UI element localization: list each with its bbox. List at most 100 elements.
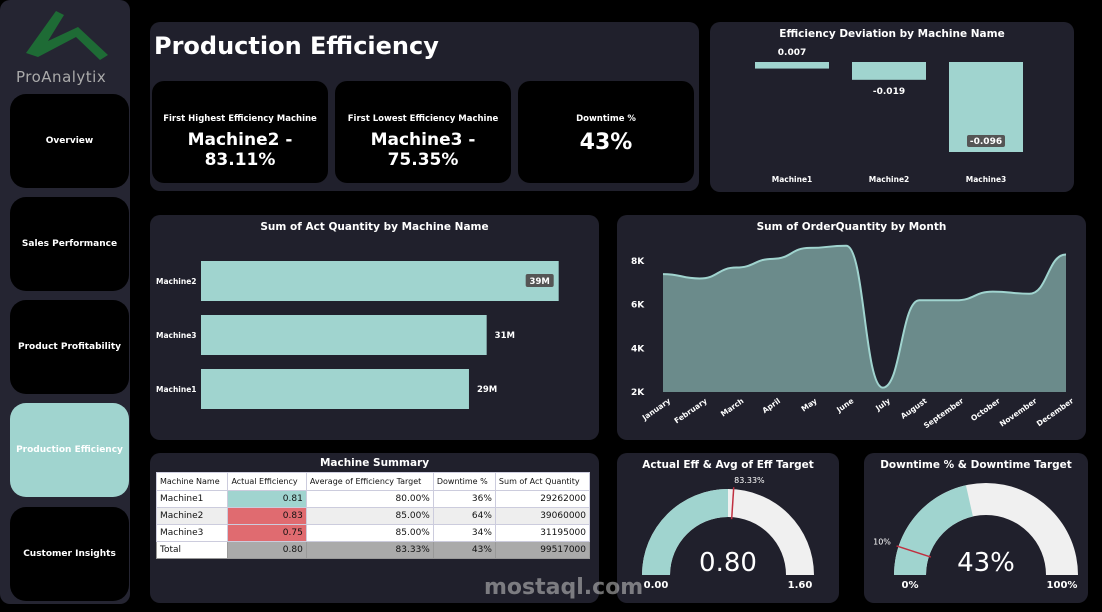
y-tick-label: 4K (631, 344, 645, 354)
table-cell: Machine3 (155, 524, 229, 542)
kpi-label: First Lowest Efficiency Machine (347, 114, 499, 124)
gauge-target-label: 10% (873, 538, 891, 547)
efficiency-gauge-panel: Actual Eff & Avg of Eff Target 83.33% 0.8… (617, 453, 839, 603)
kpi-value: 43% (579, 130, 633, 155)
x-tick-label: November (998, 396, 1039, 428)
gauge-value: 0.80 (699, 548, 757, 578)
x-tick-label: February (673, 396, 709, 425)
gauge-max-label: 100% (1047, 580, 1078, 591)
proanalytix-logo (26, 11, 108, 60)
kpi-downtime: Downtime % 43% (518, 81, 694, 183)
nav-production-efficiency[interactable]: Production Efficiency (10, 403, 129, 497)
act-quantity-chart: Machine2 39M Machine3 31M Machine1 29M (156, 261, 559, 409)
quantity-bar (201, 261, 559, 301)
gauge-min-label: 0.00 (644, 580, 669, 591)
table-cell: 85.00% (305, 507, 434, 525)
table-cell: 99517000 (494, 541, 591, 559)
x-tick-label: March (719, 396, 745, 418)
x-tick-label: Machine2 (869, 175, 910, 184)
kpi-label: First Highest Efficiency Machine (163, 114, 317, 124)
gauge-target-label: 83.33% (734, 476, 765, 485)
table-title: Machine Summary (319, 457, 430, 469)
table-cell: Total (155, 541, 229, 559)
column-header[interactable]: Downtime % (432, 472, 496, 491)
gauge-value: 43% (957, 548, 1015, 578)
y-tick-label: 8K (631, 257, 645, 267)
table-cell: 0.80 (227, 541, 307, 559)
y-tick-label: Machine1 (156, 385, 197, 394)
x-tick-label: September (922, 396, 965, 430)
chart-title: Downtime % & Downtime Target (880, 459, 1072, 471)
data-label: 31M (495, 331, 515, 341)
x-tick-label: May (799, 396, 818, 413)
sidebar: ProAnalytix Overview Sales Performance P… (0, 0, 130, 604)
chart-title: Efficiency Deviation by Machine Name (779, 28, 1005, 40)
data-label: 0.007 (778, 48, 806, 58)
table-cell: Machine1 (155, 490, 229, 508)
quantity-bar (201, 369, 469, 409)
nav-label: Customer Insights (23, 549, 116, 559)
x-tick-label: December (1035, 396, 1075, 428)
nav-sales-performance[interactable]: Sales Performance (10, 197, 129, 291)
efficiency-gauge: 83.33% 0.80 0.00 1.60 (642, 476, 814, 591)
x-tick-label: August (899, 396, 929, 421)
chart-title: Sum of OrderQuantity by Month (756, 221, 947, 233)
column-header[interactable]: Machine Name (155, 472, 229, 491)
table-cell: 31195000 (494, 524, 591, 542)
gauge-max-label: 1.60 (788, 580, 813, 591)
nav-overview[interactable]: Overview (10, 94, 129, 188)
data-label: -0.019 (873, 87, 905, 97)
gauge-target-marker (896, 545, 932, 558)
downtime-gauge: 10% 43% 0% 100% (873, 483, 1078, 591)
kpi-lowest: First Lowest Efficiency Machine Machine3 … (335, 81, 511, 183)
x-tick-label: January (640, 396, 672, 422)
y-tick-label: 6K (631, 301, 645, 311)
nav-label: Production Efficiency (16, 445, 123, 455)
table-cell: 39060000 (494, 507, 591, 525)
chart-title: Actual Eff & Avg of Eff Target (642, 459, 814, 471)
gauge-target-marker (730, 487, 735, 520)
watermark: mostaql.com (484, 575, 644, 600)
nav-customer-insights[interactable]: Customer Insights (10, 507, 129, 601)
deviation-bar (852, 62, 926, 80)
y-tick-label: 2K (631, 388, 645, 398)
kpi-value: Machine2 - 83.11% (187, 130, 293, 170)
nav-product-profitability[interactable]: Product Profitability (10, 300, 129, 394)
table-cell: 36% (432, 490, 496, 508)
table-cell: Machine2 (155, 507, 229, 525)
deviation-chart-panel: Efficiency Deviation by Machine Name 0.0… (710, 22, 1074, 192)
page-title: Production Efficiency (154, 32, 439, 60)
brand-name: ProAnalytix (16, 68, 107, 86)
table-row: Machine1 0.81 80.00% 36% 29262000 (155, 490, 591, 508)
table-cell: 0.75 (227, 524, 307, 542)
nav-label: Sales Performance (21, 239, 118, 249)
machine-summary-table: Machine Name Actual Efficiency Average of … (155, 472, 591, 559)
label-bg (967, 135, 1005, 147)
gauge-fill (894, 485, 973, 575)
table-cell: 0.83 (227, 507, 307, 525)
nav-label: Overview (45, 136, 94, 146)
table-cell: 43% (432, 541, 496, 559)
act-quantity-chart-panel: Sum of Act Quantity by Machine Name Mach… (150, 215, 599, 440)
table-cell: 83.33% (305, 541, 434, 559)
table-row: Machine3 0.75 85.00% 34% 31195000 (155, 524, 591, 542)
x-tick-label: June (834, 396, 855, 415)
kpi-value: Machine3 - 75.35% (370, 130, 476, 170)
column-header[interactable]: Sum of Act Quantity (494, 472, 591, 491)
machine-summary-panel: Machine Summary Machine Name Actual Effic… (150, 453, 599, 603)
table-cell: 85.00% (305, 524, 434, 542)
column-header[interactable]: Actual Efficiency (227, 472, 307, 491)
y-tick-label: Machine3 (156, 331, 197, 340)
downtime-gauge-panel: Downtime % & Downtime Target 10% 43% 0% 100… (864, 453, 1088, 603)
gauge-fill (642, 489, 728, 575)
column-header[interactable]: Average of Efficiency Target (305, 472, 434, 491)
label-bg (525, 274, 554, 287)
table-row: Machine2 0.83 85.00% 64% 39060000 (155, 507, 591, 525)
order-quantity-chart-panel: Sum of OrderQuantity by Month 2K 4K 6K 8K Ja… (617, 215, 1086, 440)
chart-title: Sum of Act Quantity by Machine Name (260, 221, 489, 233)
data-label: 39M (530, 277, 550, 287)
x-tick-label: Machine3 (966, 175, 1007, 184)
table-cell: 64% (432, 507, 496, 525)
quantity-bar (201, 315, 487, 355)
data-label: -0.096 (970, 137, 1002, 147)
